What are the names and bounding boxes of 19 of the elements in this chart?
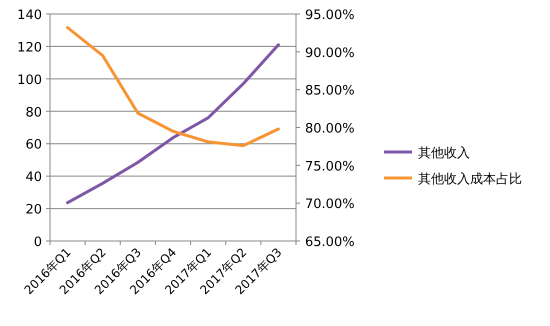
y2-tick-label: 80.00% bbox=[305, 122, 355, 136]
line-series bbox=[66, 43, 280, 204]
legend-label: 其他收入 bbox=[418, 146, 470, 161]
y2-tick-label: 65.00% bbox=[305, 235, 355, 250]
y-tick-label: 0 bbox=[34, 235, 42, 250]
y2-tick-label: 75.00% bbox=[305, 159, 355, 174]
line-series bbox=[66, 26, 280, 148]
y-tick-label: 20 bbox=[25, 202, 42, 218]
y-tick-label: 100 bbox=[17, 72, 42, 88]
y2-tick-label: 90.00% bbox=[305, 46, 355, 61]
legend-label: 其他收入成本占比 bbox=[418, 172, 522, 187]
y-tick-label: 140 bbox=[17, 8, 42, 23]
y-tick-label: 40 bbox=[25, 170, 42, 186]
y2-tick-label: 95.00% bbox=[305, 8, 355, 23]
y2-tick-label: 70.00% bbox=[305, 197, 355, 212]
y-tick-label: 120 bbox=[17, 40, 42, 56]
y-tick-label: 60 bbox=[25, 138, 42, 153]
y-tick-label: 80 bbox=[25, 105, 42, 120]
y2-tick-label: 85.00% bbox=[305, 84, 355, 99]
